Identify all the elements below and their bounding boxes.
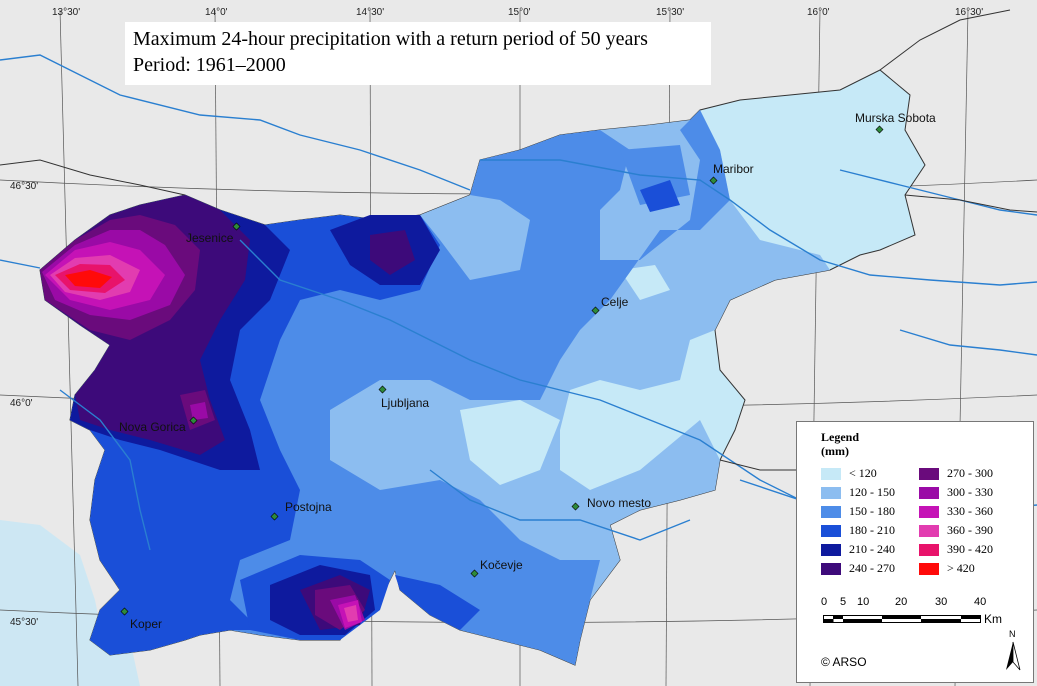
coord-top-4: 15°0' bbox=[508, 7, 531, 18]
legend-label: 120 - 150 bbox=[849, 485, 895, 499]
scale-tick-40: 40 bbox=[974, 596, 987, 608]
city-ljubljana: Ljubljana bbox=[381, 396, 430, 410]
legend-swatch bbox=[821, 468, 841, 481]
city-nova-gorica: Nova Gorica bbox=[119, 420, 186, 434]
legend-swatch bbox=[919, 487, 939, 500]
legend-item: 330 - 360 bbox=[919, 504, 993, 519]
borders bbox=[0, 9, 1037, 471]
coord-top-3: 14°30' bbox=[356, 7, 385, 18]
legend-label: 270 - 300 bbox=[947, 466, 993, 480]
coord-left-2: 46°0' bbox=[10, 398, 33, 409]
city-postojna: Postojna bbox=[285, 500, 332, 514]
legend-unit: (mm) bbox=[821, 444, 849, 458]
legend-item: 150 - 180 bbox=[821, 504, 895, 519]
legend-label: 360 - 390 bbox=[947, 523, 993, 537]
legend-item: 210 - 240 bbox=[821, 542, 895, 557]
city-maribor: Maribor bbox=[713, 162, 754, 176]
legend-label: 330 - 360 bbox=[947, 504, 993, 518]
title-box: Maximum 24-hour precipitation with a ret… bbox=[125, 22, 711, 85]
city-jesenice: Jesenice bbox=[186, 231, 234, 245]
legend-swatch bbox=[919, 563, 939, 576]
coord-top-6: 16°0' bbox=[807, 7, 830, 18]
legend-label: 210 - 240 bbox=[849, 542, 895, 556]
city-koper: Koper bbox=[130, 617, 163, 631]
scale-bar bbox=[823, 615, 981, 623]
legend-label: 300 - 330 bbox=[947, 485, 993, 499]
scale-tick-20: 20 bbox=[895, 596, 908, 608]
legend-swatch bbox=[821, 506, 841, 519]
legend-item: 360 - 390 bbox=[919, 523, 993, 538]
legend-item: 180 - 210 bbox=[821, 523, 895, 538]
north-arrow-icon bbox=[1006, 641, 1021, 671]
legend-item: 300 - 330 bbox=[919, 485, 993, 500]
legend-swatch bbox=[919, 544, 939, 557]
scale-tick-5: 5 bbox=[840, 596, 847, 608]
legend-label: < 120 bbox=[849, 466, 877, 480]
legend-swatch bbox=[821, 563, 841, 576]
legend-item: 390 - 420 bbox=[919, 542, 993, 557]
legend-item: 270 - 300 bbox=[919, 466, 993, 481]
legend-swatch bbox=[821, 544, 841, 557]
city-novo-mesto: Novo mesto bbox=[587, 496, 652, 510]
coord-top-1: 13°30' bbox=[52, 7, 81, 18]
legend-item: 240 - 270 bbox=[821, 561, 895, 576]
legend-swatch bbox=[821, 525, 841, 538]
scale-tick-0: 0 bbox=[821, 596, 828, 608]
city-murska-sobota: Murska Sobota bbox=[855, 111, 936, 125]
legend-swatch bbox=[821, 487, 841, 500]
coord-top-5: 15°30' bbox=[656, 7, 685, 18]
legend-label: 180 - 210 bbox=[849, 523, 895, 537]
scale-tick-30: 30 bbox=[935, 596, 948, 608]
legend-item: 120 - 150 bbox=[821, 485, 895, 500]
legend-title: Legend bbox=[821, 430, 860, 444]
legend-label: > 420 bbox=[947, 561, 975, 575]
legend-item: < 120 bbox=[821, 466, 877, 481]
coord-left-3: 45°30' bbox=[10, 617, 39, 628]
copyright: © ARSO bbox=[821, 655, 867, 669]
legend-item: > 420 bbox=[919, 561, 975, 576]
zone-over-420 bbox=[65, 270, 112, 288]
legend-swatch bbox=[919, 506, 939, 519]
coord-top-7: 16°30' bbox=[955, 7, 984, 18]
legend-heading: Legend (mm) bbox=[821, 430, 859, 458]
city-kocevje: Kočevje bbox=[480, 558, 523, 572]
coord-top-2: 14°0' bbox=[205, 7, 228, 18]
city-celje: Celje bbox=[601, 295, 629, 309]
map-subtitle: Period: 1961–2000 bbox=[133, 54, 286, 76]
legend-swatch bbox=[919, 468, 939, 481]
scale-tick-10: 10 bbox=[857, 596, 870, 608]
legend-label: 390 - 420 bbox=[947, 542, 993, 556]
legend-swatch bbox=[919, 525, 939, 538]
north-label: N bbox=[1009, 629, 1016, 639]
scale-unit: Km bbox=[984, 612, 1002, 626]
coord-left-1: 46°30' bbox=[10, 181, 39, 192]
legend: Legend (mm) < 120 120 - 150 150 - 180 18… bbox=[796, 421, 1034, 683]
legend-label: 150 - 180 bbox=[849, 504, 895, 518]
map-title: Maximum 24-hour precipitation with a ret… bbox=[133, 28, 648, 50]
legend-label: 240 - 270 bbox=[849, 561, 895, 575]
